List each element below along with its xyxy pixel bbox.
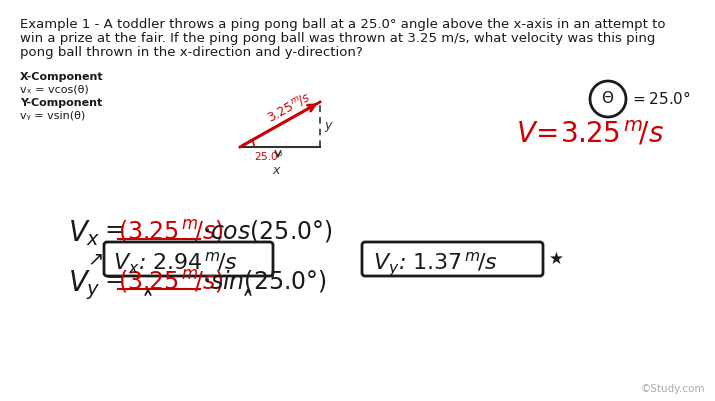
Text: Y-Component: Y-Component (20, 98, 102, 108)
FancyBboxPatch shape (362, 242, 543, 276)
Text: y: y (324, 119, 331, 132)
Text: $V_y$: $1.37^{\,m}\!/s$: $V_y$: $1.37^{\,m}\!/s$ (373, 249, 498, 278)
Text: x: x (272, 164, 280, 176)
Text: $\cdot$: $\cdot$ (202, 266, 210, 294)
Text: vᵧ = vsin(θ): vᵧ = vsin(θ) (20, 111, 85, 121)
FancyBboxPatch shape (104, 242, 273, 276)
Text: $V_x$: $2.94^{\,m}\!/s$: $V_x$: $2.94^{\,m}\!/s$ (113, 249, 237, 275)
Text: $3.25^{\,m}\!/s$: $3.25^{\,m}\!/s$ (265, 89, 314, 126)
Text: X-Component: X-Component (20, 72, 104, 82)
Text: $25.0°$: $25.0°$ (254, 150, 283, 162)
Text: $(3.25^{\,m}\!/s)$: $(3.25^{\,m}\!/s)$ (118, 267, 224, 294)
Text: $sin(25.0°)$: $sin(25.0°)$ (210, 267, 327, 293)
Text: ©Study.com: ©Study.com (641, 383, 705, 393)
Text: $\cdot$: $\cdot$ (202, 217, 210, 244)
Text: $\nearrow$: $\nearrow$ (84, 249, 104, 268)
Text: $V\!=\!3.25^{\,m}\!/s$: $V\!=\!3.25^{\,m}\!/s$ (516, 120, 664, 148)
Text: vₓ = vcos(θ): vₓ = vcos(θ) (20, 85, 89, 95)
Text: $cos(25.0°)$: $cos(25.0°)$ (210, 217, 332, 243)
Text: $\Theta$: $\Theta$ (601, 90, 615, 106)
Text: $=$: $=$ (100, 265, 125, 289)
Text: $(3.25^{\,m}\!/s)$: $(3.25^{\,m}\!/s)$ (118, 217, 224, 244)
Text: $\bigstar$: $\bigstar$ (548, 249, 564, 267)
Text: $= 25.0°$: $= 25.0°$ (630, 89, 691, 106)
Text: pong ball thrown in the x-direction and y-direction?: pong ball thrown in the x-direction and … (20, 46, 363, 59)
Text: $V_y$: $V_y$ (68, 267, 101, 301)
Text: $=$: $=$ (100, 215, 125, 239)
Text: $V_x$: $V_x$ (68, 217, 101, 247)
Text: Example 1 - A toddler throws a ping pong ball at a 25.0° angle above the x-axis : Example 1 - A toddler throws a ping pong… (20, 18, 666, 31)
Text: win a prize at the fair. If the ping pong ball was thrown at 3.25 m/s, what velo: win a prize at the fair. If the ping pon… (20, 32, 656, 45)
